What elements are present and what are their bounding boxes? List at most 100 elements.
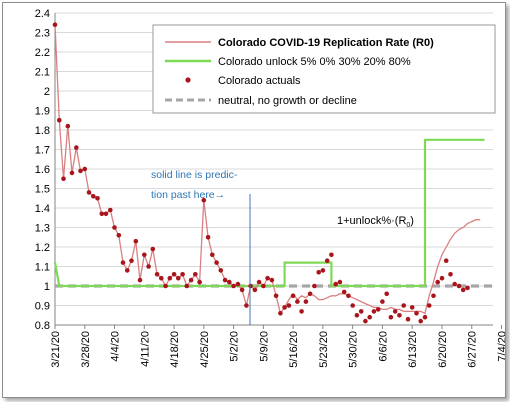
actual-point [137, 277, 143, 283]
legend-box [152, 24, 496, 114]
actual-point [358, 309, 364, 314]
actual-point [201, 197, 207, 203]
actual-point [167, 275, 173, 281]
actual-point [74, 145, 79, 150]
actual-point [324, 258, 330, 263]
actual-point [363, 318, 368, 324]
actual-point [341, 289, 347, 295]
prediction-note-line1: solid line is predic- [151, 169, 238, 181]
x-tick-label: 6/20/20 [437, 331, 449, 368]
actual-point [286, 303, 292, 308]
actual-point [95, 196, 100, 201]
actual-point [418, 318, 424, 324]
y-tick-label: 1.9 [35, 106, 50, 118]
chart-svg: 0.8 0.9 1 1.1 1.2 1.3 1.4 1.5 1.6 1.7 1.8 1.9 2 2.1 2.… [35, 8, 509, 368]
actual-point [154, 272, 160, 277]
x-tick-label: 3/21/20 [50, 331, 62, 368]
series-unlock-line [53, 138, 485, 288]
y-tick-label: 2.2 [35, 47, 50, 59]
actual-point [248, 283, 253, 289]
actual-point [452, 281, 458, 287]
actual-point [380, 299, 385, 304]
actual-point [435, 279, 441, 285]
actual-point [214, 260, 219, 265]
actual-point [465, 285, 470, 291]
actual-point [422, 314, 428, 320]
actual-point [159, 275, 164, 281]
y-tick-label: 1.2 [35, 242, 50, 254]
actual-point [180, 272, 185, 277]
actual-point [99, 211, 105, 217]
y-tick-label: 1 [44, 281, 50, 293]
formula-annotation: 1+unlock%·(R0) [337, 215, 414, 229]
x-tick-label: 5/9/20 [258, 331, 270, 362]
y-tick-label: 0.9 [35, 301, 50, 313]
x-tick-label: 5/2/20 [229, 331, 241, 362]
actual-point [388, 314, 394, 320]
y-tick-label: 2.3 [35, 28, 50, 40]
actual-point [392, 309, 398, 314]
x-tick-label: 5/23/20 [318, 331, 330, 368]
actual-point [222, 277, 228, 283]
actual-point [303, 299, 309, 304]
x-tick-label: 4/25/20 [199, 331, 211, 368]
actual-point [61, 176, 66, 181]
x-tick-label: 3/28/20 [80, 331, 92, 368]
actual-point [193, 272, 198, 277]
actual-point [265, 275, 270, 281]
y-tick-label: 1.6 [35, 164, 50, 176]
formula-text: 1+unlock%·(R [337, 215, 406, 227]
x-tick-label: 5/16/20 [288, 331, 300, 368]
actual-point [244, 303, 249, 308]
actual-point [205, 235, 211, 240]
x-tick-labels: 3/21/20 3/28/20 4/4/20 4/11/20 4/18/20 4/25/2… [50, 325, 509, 368]
legend-label-r0: Colorado COVID-19 Replication Rate (R0) [218, 37, 434, 49]
x-tick-label: 6/13/20 [407, 331, 419, 368]
x-tick-label: 7/4/20 [497, 331, 505, 362]
actual-point [57, 117, 62, 123]
actual-point [65, 123, 71, 129]
actual-point [448, 272, 453, 277]
actual-point [69, 170, 75, 176]
series-layer [52, 22, 493, 324]
actual-point [443, 258, 449, 263]
actual-point [125, 268, 130, 273]
actual-point [150, 246, 156, 252]
actual-point [197, 279, 202, 285]
y-tick-label: 1.7 [35, 145, 50, 157]
prediction-note-line2: tion past here→ [151, 189, 225, 201]
actual-point [375, 307, 381, 312]
actual-point [82, 166, 88, 172]
actual-point [269, 277, 275, 283]
legend: Colorado COVID-19 Replication Rate (R0) … [152, 24, 496, 114]
actual-point [290, 293, 296, 299]
actual-point [78, 168, 83, 174]
formula-subscript: 0 [406, 222, 410, 229]
actual-point [414, 311, 419, 316]
actual-point [176, 275, 181, 281]
actual-point [299, 309, 304, 314]
actual-point [256, 279, 262, 285]
actual-point [307, 291, 313, 297]
actual-point [350, 303, 356, 308]
actual-point [439, 275, 445, 281]
actual-point [273, 293, 279, 299]
actual-point [252, 287, 258, 293]
actual-point [295, 299, 300, 304]
legend-label-actuals: Colorado actuals [218, 75, 301, 87]
actual-point [129, 258, 134, 263]
actual-point [282, 305, 287, 310]
actual-point [218, 268, 224, 273]
y-tick-label: 2.1 [35, 67, 50, 79]
x-tick-label: 4/11/20 [139, 331, 151, 367]
y-tick-label: 1.8 [35, 125, 50, 137]
y-tick-label: 1.3 [35, 223, 50, 235]
actual-point [320, 268, 326, 273]
actual-point [333, 281, 339, 287]
y-tick-label: 1.1 [35, 262, 50, 274]
actual-point [239, 287, 245, 293]
actual-point [231, 283, 236, 289]
actual-point [103, 211, 109, 217]
y-tick-label: 1.4 [35, 203, 50, 215]
actual-point [52, 22, 58, 28]
